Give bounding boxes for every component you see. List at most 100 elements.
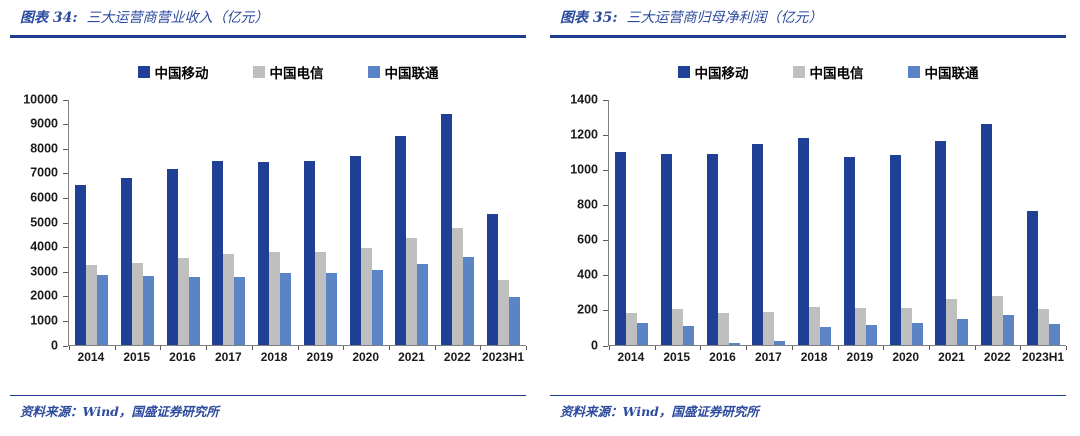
y-axis-tick-label: 0	[591, 337, 598, 352]
bar-mobile	[395, 135, 407, 345]
bar-telecom	[854, 308, 866, 345]
legend-label: 中国电信	[269, 65, 324, 81]
bar-mobile	[752, 143, 764, 345]
x-axis-label: 2016	[709, 349, 736, 364]
y-axis-tick-mark	[603, 345, 608, 347]
bar-unicom	[234, 276, 246, 345]
y-axis-tick-mark	[603, 99, 608, 101]
x-axis-label: 2014	[77, 349, 105, 364]
x-axis-label: 2019	[846, 349, 874, 364]
x-axis-tick-mark	[206, 345, 208, 350]
y-axis-tick-mark	[63, 173, 68, 175]
figure-title: 三大运营商归母净利润（亿元）	[626, 10, 823, 26]
y-axis-tick-mark	[603, 275, 608, 277]
bar-unicom	[143, 276, 155, 345]
x-axis-tick-mark	[654, 345, 656, 350]
y-axis-tick-label: 2000	[30, 288, 58, 303]
x-axis-tick-mark	[480, 345, 482, 350]
bar-unicom	[637, 323, 649, 345]
y-axis-tick-mark	[63, 271, 68, 273]
legend-swatch-china-telecom	[792, 65, 805, 78]
y-axis-tick-label: 5000	[30, 214, 58, 229]
bar-group	[343, 100, 389, 345]
bar-unicom	[865, 324, 877, 345]
bar-telecom	[763, 311, 775, 345]
bar-telecom	[86, 264, 98, 345]
legend-label: 中国电信	[809, 65, 864, 81]
bar-telecom	[1037, 309, 1049, 345]
x-axis-label: 2022	[983, 349, 1011, 364]
x-axis-label: 2019	[306, 349, 334, 364]
bar-mobile	[258, 162, 270, 345]
x-axis-label: 2021	[398, 349, 425, 364]
source-prefix: 资料来源：	[20, 404, 83, 419]
y-axis-tick-label: 8000	[30, 141, 58, 156]
x-axis-tick-mark	[160, 345, 162, 350]
bar-unicom	[97, 274, 109, 345]
x-axis-label: 2018	[260, 349, 288, 364]
y-axis-tick-mark	[63, 296, 68, 298]
legend-item-china-mobile: 中国移动	[677, 64, 749, 81]
chart-panel-revenue: 图表 34: 三大运营商营业收入（亿元） 中国移动 中国电信 中国联通 0 1000…	[10, 8, 527, 421]
y-axis-tick-label: 4000	[30, 239, 58, 254]
panel-title: 图表 34: 三大运营商营业收入（亿元）	[10, 8, 526, 28]
x-axis-label: 2015	[123, 349, 151, 364]
x-axis-tick-mark	[791, 345, 793, 350]
y-axis: 0 1000 2000 3000 4000 5000 6000 7000 8000 9000 100…	[10, 92, 68, 352]
x-axis-tick-mark	[526, 345, 527, 350]
bar-mobile	[661, 153, 673, 345]
y-axis-tick-mark	[63, 99, 68, 101]
bar-mobile	[303, 160, 315, 345]
figure-label: 图表 34:	[20, 10, 78, 26]
bar-telecom	[717, 312, 729, 345]
x-axis-tick-mark	[343, 345, 345, 350]
bar-group	[975, 100, 1021, 345]
bar-group	[792, 100, 838, 345]
x-axis-tick-mark	[434, 345, 436, 350]
bar-unicom	[325, 273, 337, 345]
bar-unicom	[911, 322, 923, 345]
panel-title: 图表 35: 三大运营商归母净利润（亿元）	[550, 8, 1066, 28]
bar-mobile	[212, 161, 224, 345]
bar-mobile	[349, 155, 361, 345]
bar-group	[746, 100, 792, 345]
bar-mobile	[486, 213, 498, 345]
bar-group	[252, 100, 298, 345]
bar-mobile	[440, 113, 452, 345]
bar-mobile	[706, 153, 718, 345]
y-axis-tick-mark	[63, 124, 68, 126]
y-axis-tick-label: 3000	[30, 264, 58, 279]
y-axis-tick-label: 1000	[570, 162, 598, 177]
bar-unicom	[1048, 323, 1060, 345]
bar-unicom	[728, 343, 740, 345]
bar-unicom	[774, 341, 786, 345]
y-axis-tick-mark	[63, 148, 68, 150]
bar-telecom	[269, 251, 281, 345]
y-axis: 0 200 400 600 800 1000 1200 1400	[550, 92, 608, 352]
x-axis-label: 2014	[617, 349, 645, 364]
x-axis-label: 2018	[800, 349, 828, 364]
legend-label: 中国移动	[154, 65, 209, 81]
source-divider	[550, 394, 1066, 396]
bar-mobile	[980, 123, 992, 345]
y-axis-tick-label: 200	[577, 302, 598, 317]
x-axis-tick-mark	[297, 345, 299, 350]
legend-item-china-unicom: 中国联通	[907, 64, 979, 81]
legend-item-china-unicom: 中国联通	[367, 64, 439, 81]
x-axis-tick-mark	[114, 345, 116, 350]
legend-label: 中国移动	[694, 65, 749, 81]
panel-footer: 资料来源：Wind，国盛证券研究所	[10, 394, 526, 421]
y-axis-tick-mark	[603, 240, 608, 242]
source-body: Wind，国盛证券研究所	[82, 404, 219, 419]
legend-label: 中国联通	[924, 65, 979, 81]
bar-unicom	[417, 263, 429, 345]
bar-group	[929, 100, 975, 345]
x-axis-tick-mark	[837, 345, 839, 350]
bar-group	[298, 100, 344, 345]
x-axis-tick-mark	[1066, 345, 1067, 350]
bar-group	[883, 100, 929, 345]
y-axis-tick-mark	[603, 134, 608, 136]
title-divider	[550, 35, 1066, 38]
y-axis-tick-label: 1400	[570, 91, 598, 106]
y-axis-tick-label: 1200	[570, 127, 598, 142]
